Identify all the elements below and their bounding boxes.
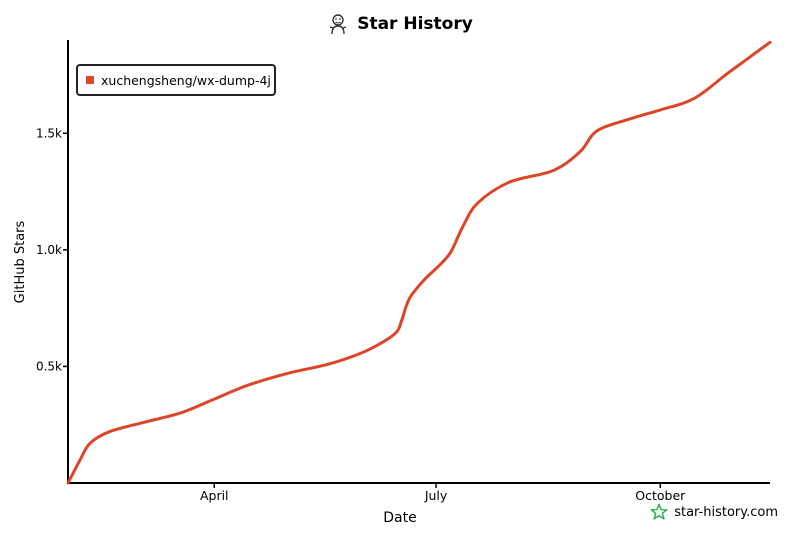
y-axis-label: GitHub Stars [13,220,28,303]
series-point [108,430,111,433]
series-point [384,339,386,342]
series-point [72,472,74,475]
series-point [462,225,464,228]
series-point [408,298,411,300]
series-point [727,71,730,74]
series-point [362,351,364,354]
chart-legend: xuchengsheng/wx-dump-4j [76,64,276,96]
star-history-logo-icon [330,14,347,35]
chart-ticks: 0.5k 1.0k 1.5k April July October [36,126,686,503]
series-point [476,202,479,205]
series-point [142,421,145,424]
series-layer [66,40,772,485]
series-point [67,482,69,484]
chart-title: Star History [357,14,473,34]
legend-label: xuchengsheng/wx-dump-4j [101,72,271,88]
series-point [213,398,216,400]
legend-swatch [86,76,94,84]
series-point [552,169,554,172]
brand-label: star-history.com [674,504,778,520]
series-point [423,279,425,281]
y-tick-label: 1.5k [36,126,62,140]
series-point [659,109,662,111]
series-point [579,151,581,153]
series-point [769,41,771,44]
x-tick-label: April [200,488,229,503]
series-point [79,458,81,461]
series-point [286,372,289,375]
series-point [401,318,403,321]
series-point [693,97,696,100]
series-point [449,251,452,253]
series-point [89,442,91,445]
series-point [179,412,181,414]
series-line [66,40,772,485]
y-tick-label: 1.0k [36,243,62,257]
x-axis-label: Date [383,510,416,526]
series-point [627,118,630,121]
x-tick-label: July [424,488,448,503]
series-point [437,265,440,267]
series-point [396,330,398,333]
x-tick-label: October [635,488,686,503]
brand-watermark[interactable]: star-history.com [650,503,778,521]
chart-axes [67,40,770,484]
series-point [508,181,510,184]
star-icon [650,503,668,520]
y-tick-label: 0.5k [36,359,62,373]
series-point [247,384,250,386]
series-point [328,363,330,365]
series-point [596,130,598,132]
chart-header: Star History [0,10,800,38]
